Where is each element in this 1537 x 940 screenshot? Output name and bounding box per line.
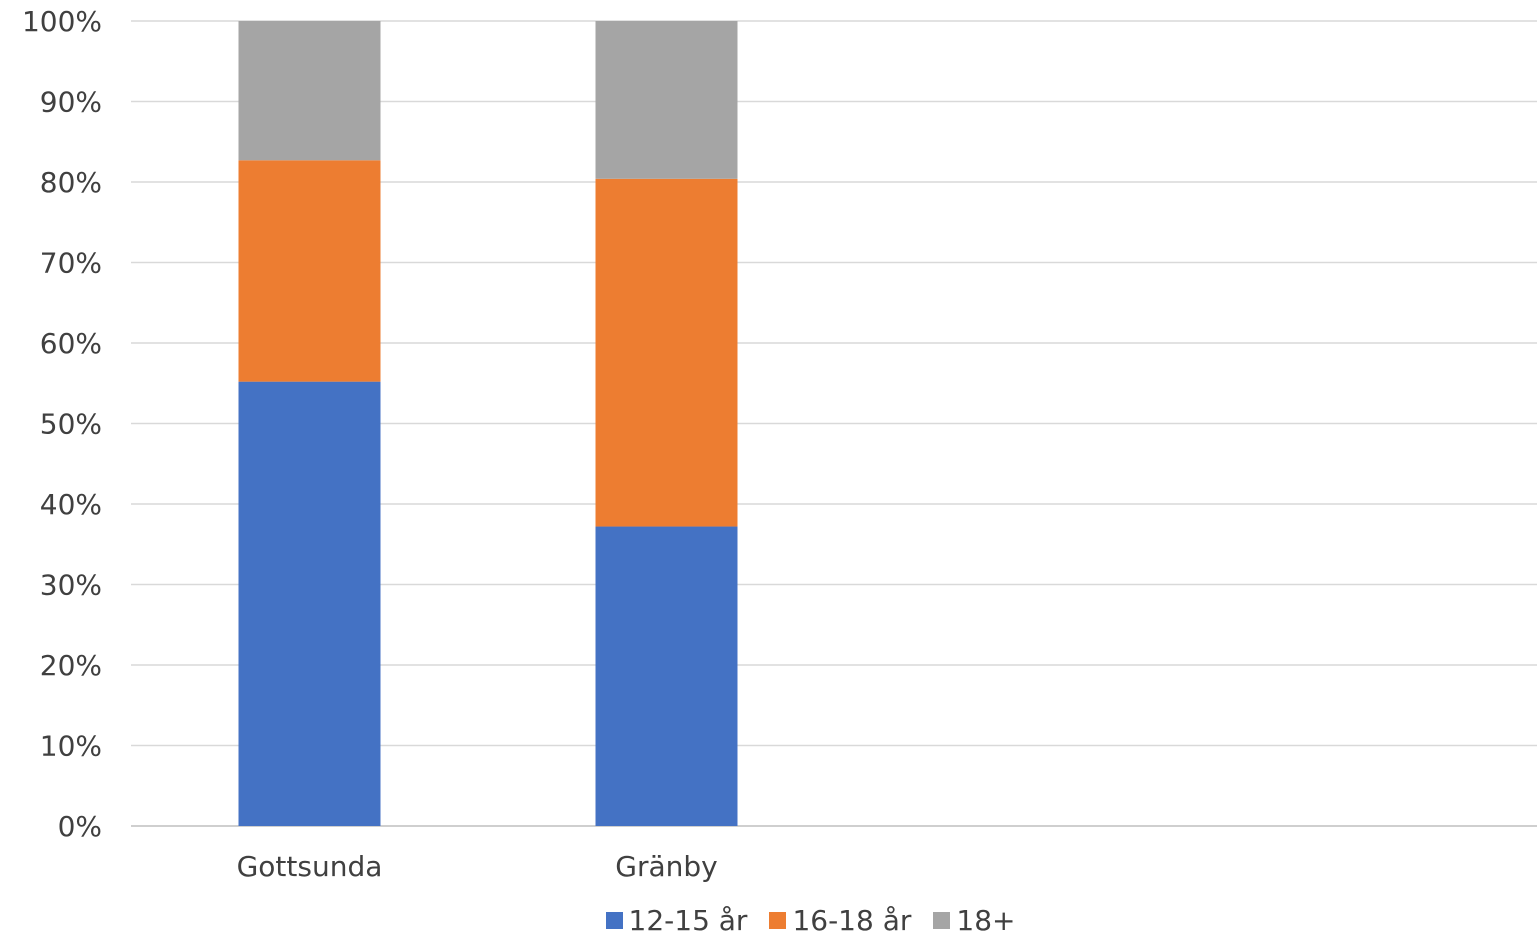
legend-item: 18+	[933, 904, 1015, 937]
legend-swatch	[769, 911, 787, 929]
legend-item: 16-18 år	[769, 904, 911, 937]
legend-label: 18+	[956, 903, 1016, 937]
y-tick-label: 100%	[22, 5, 102, 38]
y-tick-label: 40%	[40, 488, 102, 521]
y-tick-label: 70%	[40, 247, 102, 280]
legend-swatch	[605, 911, 623, 929]
y-tick-label: 60%	[40, 327, 102, 360]
chart-legend: 12-15 år 16-18 år 18+	[0, 900, 1537, 940]
legend-label: 16-18 år	[792, 903, 912, 937]
y-tick-label: 10%	[40, 730, 102, 763]
bar-segment-gottsunda-2	[238, 160, 381, 382]
bar-segment-gränby-3	[595, 21, 738, 179]
y-tick-label: 90%	[40, 86, 102, 119]
legend-swatch	[933, 911, 951, 929]
y-tick-label: 0%	[58, 810, 102, 843]
y-tick-label: 30%	[40, 569, 102, 602]
legend-label: 12-15 år	[628, 903, 748, 937]
bar-segment-gränby-2	[595, 178, 738, 527]
legend-item: 12-15 år	[605, 903, 748, 937]
bar-segment-gottsunda-1	[238, 381, 381, 826]
y-tick-label: 80%	[40, 166, 102, 199]
bar-segment-gottsunda-3	[238, 21, 381, 161]
chart-plot-area: 0% 10% 20% 30% 40% 50% 60% 70% 80% 90% 100% Gottsun…	[22, 5, 1537, 883]
bar-segment-gränby-1	[595, 526, 738, 826]
y-tick-label: 20%	[40, 649, 102, 682]
x-category-label: Gottsunda	[237, 850, 383, 883]
x-category-label: Gränby	[615, 850, 717, 883]
y-tick-label: 50%	[40, 408, 102, 441]
